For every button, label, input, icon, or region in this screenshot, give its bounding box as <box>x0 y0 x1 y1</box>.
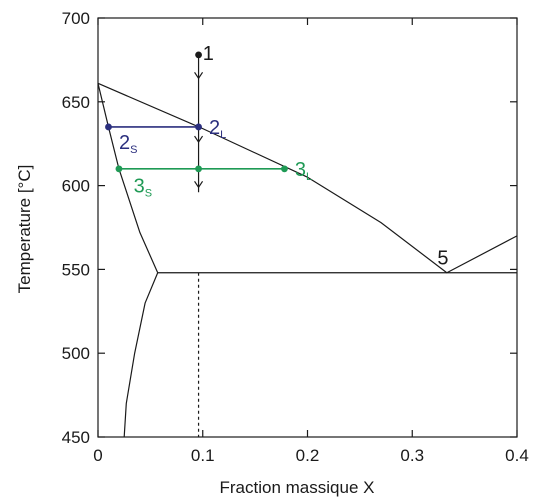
x-axis-ticks: 0 0.1 0.2 0.3 0.4 <box>93 18 529 465</box>
y-tick-label: 700 <box>62 9 90 28</box>
state-point-marker <box>115 165 123 173</box>
y-tick-label: 500 <box>62 344 90 363</box>
cooling-arrow-head <box>194 135 204 144</box>
plot-frame <box>97 17 518 438</box>
state-point-label: 1 <box>203 43 214 65</box>
state-point-label: 3L <box>295 159 312 183</box>
liquidus-line <box>97 82 518 274</box>
y-tick-label: 650 <box>62 93 90 112</box>
state-point-label: 5 <box>437 248 448 270</box>
y-tick-label: 550 <box>62 260 90 279</box>
state-point-marker <box>105 123 112 131</box>
state-point-marker <box>195 123 202 131</box>
x-tick-label: 0.1 <box>191 446 215 465</box>
cooling-arrow-head <box>194 72 204 80</box>
solvus-line <box>123 272 159 438</box>
phase-curves <box>97 54 518 438</box>
solidus-line <box>97 83 159 273</box>
cooling-arrows <box>194 72 204 189</box>
state-point-label: 2L <box>209 117 226 141</box>
state-point-marker <box>195 51 202 59</box>
plot-border <box>97 17 518 438</box>
y-tick-label: 600 <box>62 177 90 196</box>
y-tick-label: 450 <box>62 428 90 447</box>
y-axis-ticks: 450 500 550 600 650 700 <box>62 9 517 447</box>
y-axis-label: Temperature [°C] <box>15 165 34 294</box>
x-tick-label: 0 <box>93 446 102 465</box>
state-point-markers <box>105 51 288 173</box>
x-axis-label: Fraction massique X <box>220 478 375 497</box>
state-point-label: 2S <box>119 132 137 156</box>
cooling-arrow-head <box>194 180 204 189</box>
x-tick-label: 0.3 <box>400 446 424 465</box>
state-point-marker <box>281 165 288 173</box>
state-point-labels: 1 2L 2S 3L 3S 5 <box>119 43 449 269</box>
x-tick-label: 0.2 <box>296 446 320 465</box>
x-tick-label: 0.4 <box>505 446 529 465</box>
state-point-marker <box>195 165 202 173</box>
state-point-label: 3S <box>134 176 152 200</box>
